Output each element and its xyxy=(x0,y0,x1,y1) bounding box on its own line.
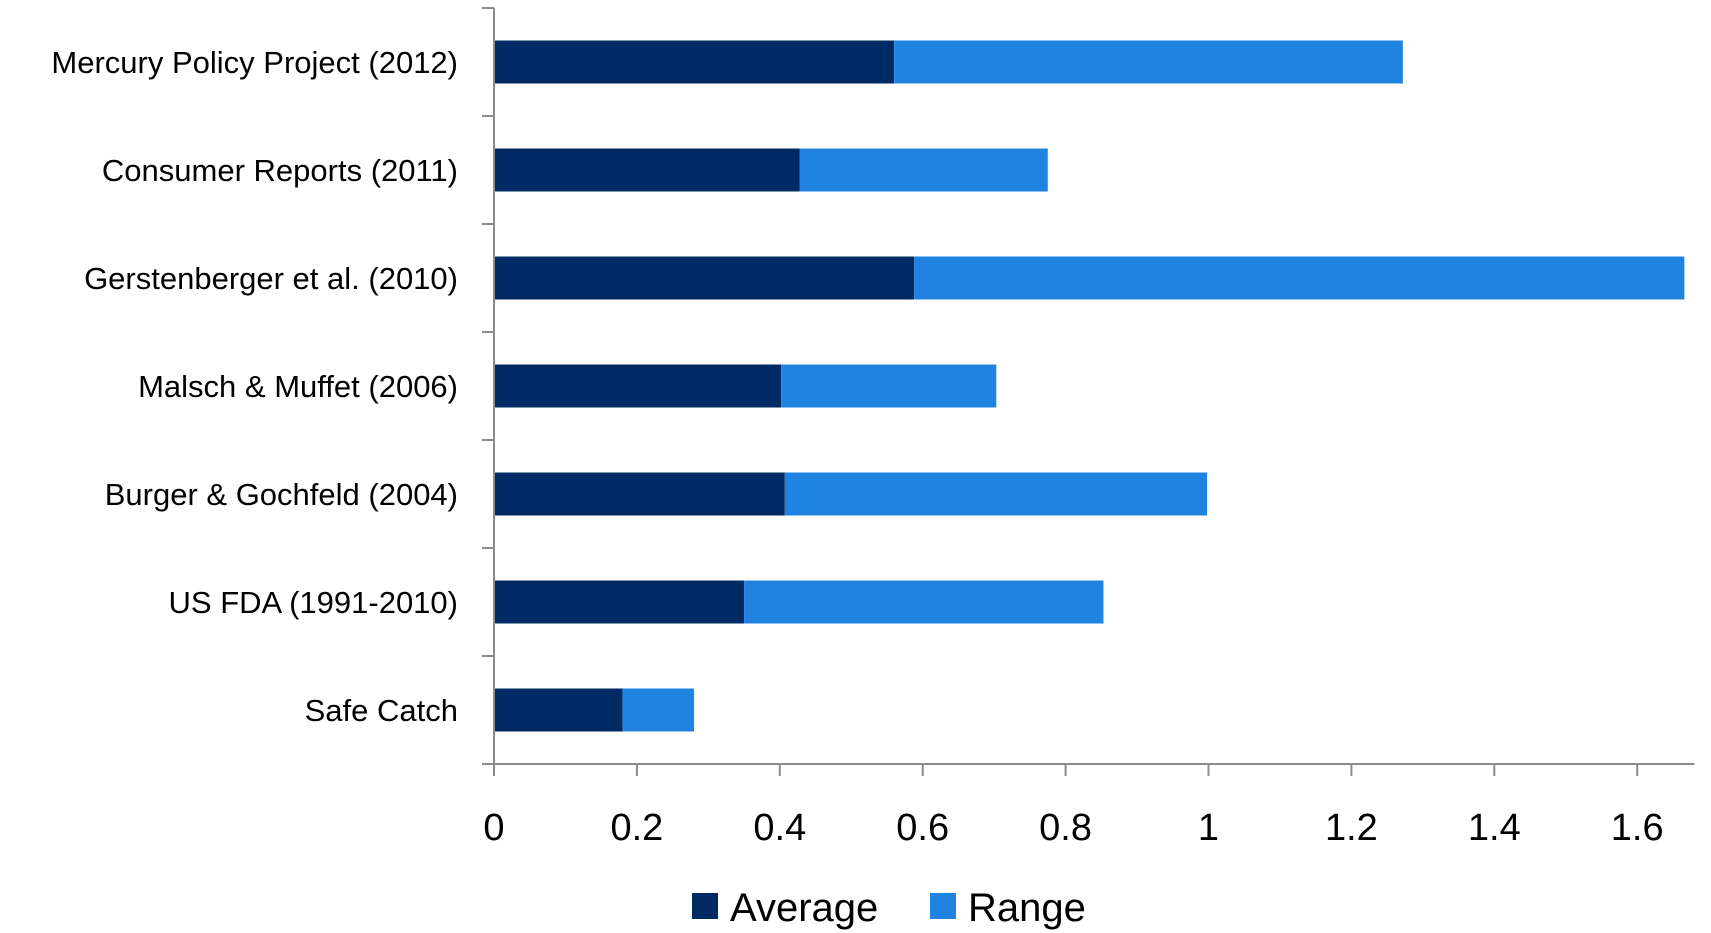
legend-label-average: Average xyxy=(730,886,878,930)
legend-label-range: Range xyxy=(968,886,1086,930)
bar-average-6 xyxy=(494,688,623,732)
bar-range-4 xyxy=(784,472,1208,516)
x-tick-label: 1.2 xyxy=(1325,807,1378,849)
bar-average-5 xyxy=(494,580,745,624)
bar-average-1 xyxy=(494,148,800,192)
legend-swatch-average xyxy=(692,893,718,919)
category-label: Consumer Reports (2011) xyxy=(102,153,458,188)
bar-range-3 xyxy=(781,364,997,408)
bar-range-1 xyxy=(799,148,1048,192)
bar-average-4 xyxy=(494,472,785,516)
category-label: US FDA (1991-2010) xyxy=(169,585,458,620)
x-tick-label: 0.4 xyxy=(753,807,806,849)
x-tick-label: 0.2 xyxy=(610,807,663,849)
x-tick-label: 0 xyxy=(483,807,504,849)
bar-range-5 xyxy=(744,580,1104,624)
category-label: Safe Catch xyxy=(305,693,458,728)
x-tick-label: 0.6 xyxy=(896,807,949,849)
x-tick-label: 1 xyxy=(1198,807,1219,849)
bar-group xyxy=(494,40,1685,732)
bar-range-0 xyxy=(894,40,1403,84)
category-label: Mercury Policy Project (2012) xyxy=(51,45,458,80)
legend-swatch-range xyxy=(930,893,956,919)
x-tick-label: 1.6 xyxy=(1611,807,1664,849)
category-label: Burger & Gochfeld (2004) xyxy=(105,477,458,512)
x-tick-label: 1.4 xyxy=(1468,807,1521,849)
category-labels: Mercury Policy Project (2012) Consumer Re… xyxy=(51,45,458,728)
x-axis-ticks: 0 0.2 0.4 0.6 0.8 1 1.2 1.4 1.6 xyxy=(483,764,1664,849)
bar-range-6 xyxy=(622,688,695,732)
legend: Average Range xyxy=(692,886,1086,930)
category-label: Gerstenberger et al. (2010) xyxy=(84,261,458,296)
category-label: Malsch & Muffet (2006) xyxy=(138,369,458,404)
bar-average-2 xyxy=(494,256,915,300)
bar-range-2 xyxy=(914,256,1685,300)
bar-average-3 xyxy=(494,364,782,408)
x-tick-label: 0.8 xyxy=(1039,807,1092,849)
bar-average-0 xyxy=(494,40,895,84)
